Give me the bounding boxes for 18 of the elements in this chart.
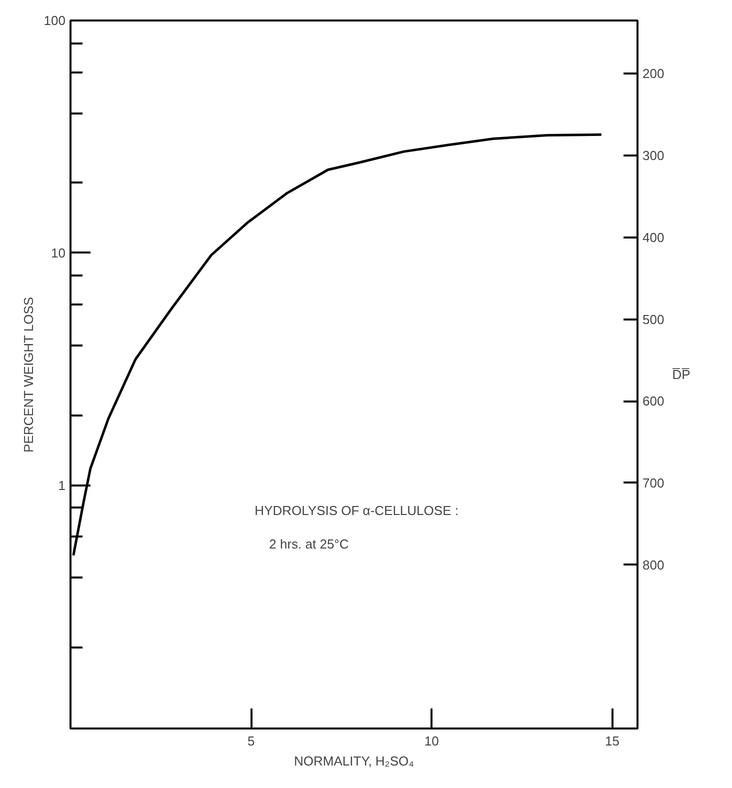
y2-tick-label: 600 [642, 394, 664, 409]
y2-tick-label: 500 [642, 312, 664, 327]
x-axis-title: NORMALITY, H₂SO₄ [294, 754, 414, 768]
x-tick-label: 15 [604, 734, 620, 748]
y-tick-label: 1 [58, 478, 66, 493]
x-tick-label: 5 [247, 734, 255, 748]
y2-tick-label: 700 [642, 475, 664, 490]
annotation: 2 hrs. at 25°C [269, 536, 349, 552]
annotation: HYDROLYSIS OF α-CELLULOSE : [254, 502, 458, 518]
y-axis-title: PERCENT WEIGHT LOSS [20, 296, 36, 453]
y2-tick-label: 300 [642, 148, 664, 164]
y-tick-label: 10 [51, 245, 66, 260]
y2-tick-label: 200 [642, 66, 664, 82]
y-tick-label: 100 [44, 13, 66, 28]
y2-tick-label: 800 [642, 557, 664, 572]
y2-axis-title: D̅P̅ [672, 367, 690, 382]
y2-tick-label: 400 [642, 230, 664, 245]
x-tick-label: 10 [424, 734, 439, 748]
